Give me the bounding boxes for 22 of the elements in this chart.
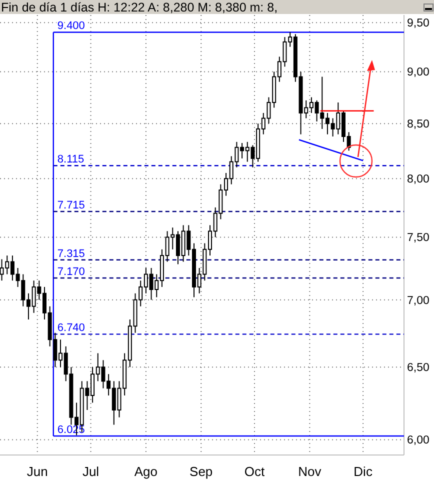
y-tick-label: 8,00: [407, 174, 430, 186]
ref-line-label: 7.315: [57, 248, 85, 260]
ref-line-label: 7.170: [57, 266, 85, 278]
x-tick-label: Jun: [26, 464, 48, 479]
ref-line-label: 8.115: [57, 154, 84, 166]
x-tick-label: Oct: [244, 464, 265, 479]
y-tick-label: 7,50: [407, 232, 430, 244]
x-tick-label: Nov: [298, 464, 322, 479]
x-tick-label: Ago: [134, 464, 158, 479]
y-tick-label: 9,50: [407, 18, 430, 30]
ref-line-label: 7.715: [57, 200, 85, 212]
y-tick-label: 6,50: [407, 362, 430, 374]
y-tick-label: 7,00: [407, 294, 430, 307]
ref-line-label: 6.740: [57, 322, 85, 334]
ref-line-label: 9.400: [57, 20, 85, 32]
chart-title: Fin de día 1 días H: 12:22 A: 8,280 M: 8,380 m: 8,: [1, 0, 278, 14]
x-tick-label: Jul: [82, 464, 100, 479]
y-tick-label: 8,50: [407, 118, 430, 131]
y-tick-label: 9,00: [407, 66, 430, 79]
y-tick-label: 6,00: [407, 434, 430, 447]
x-tick-label: Sep: [190, 464, 213, 479]
x-tick-label: Dic: [354, 464, 373, 479]
